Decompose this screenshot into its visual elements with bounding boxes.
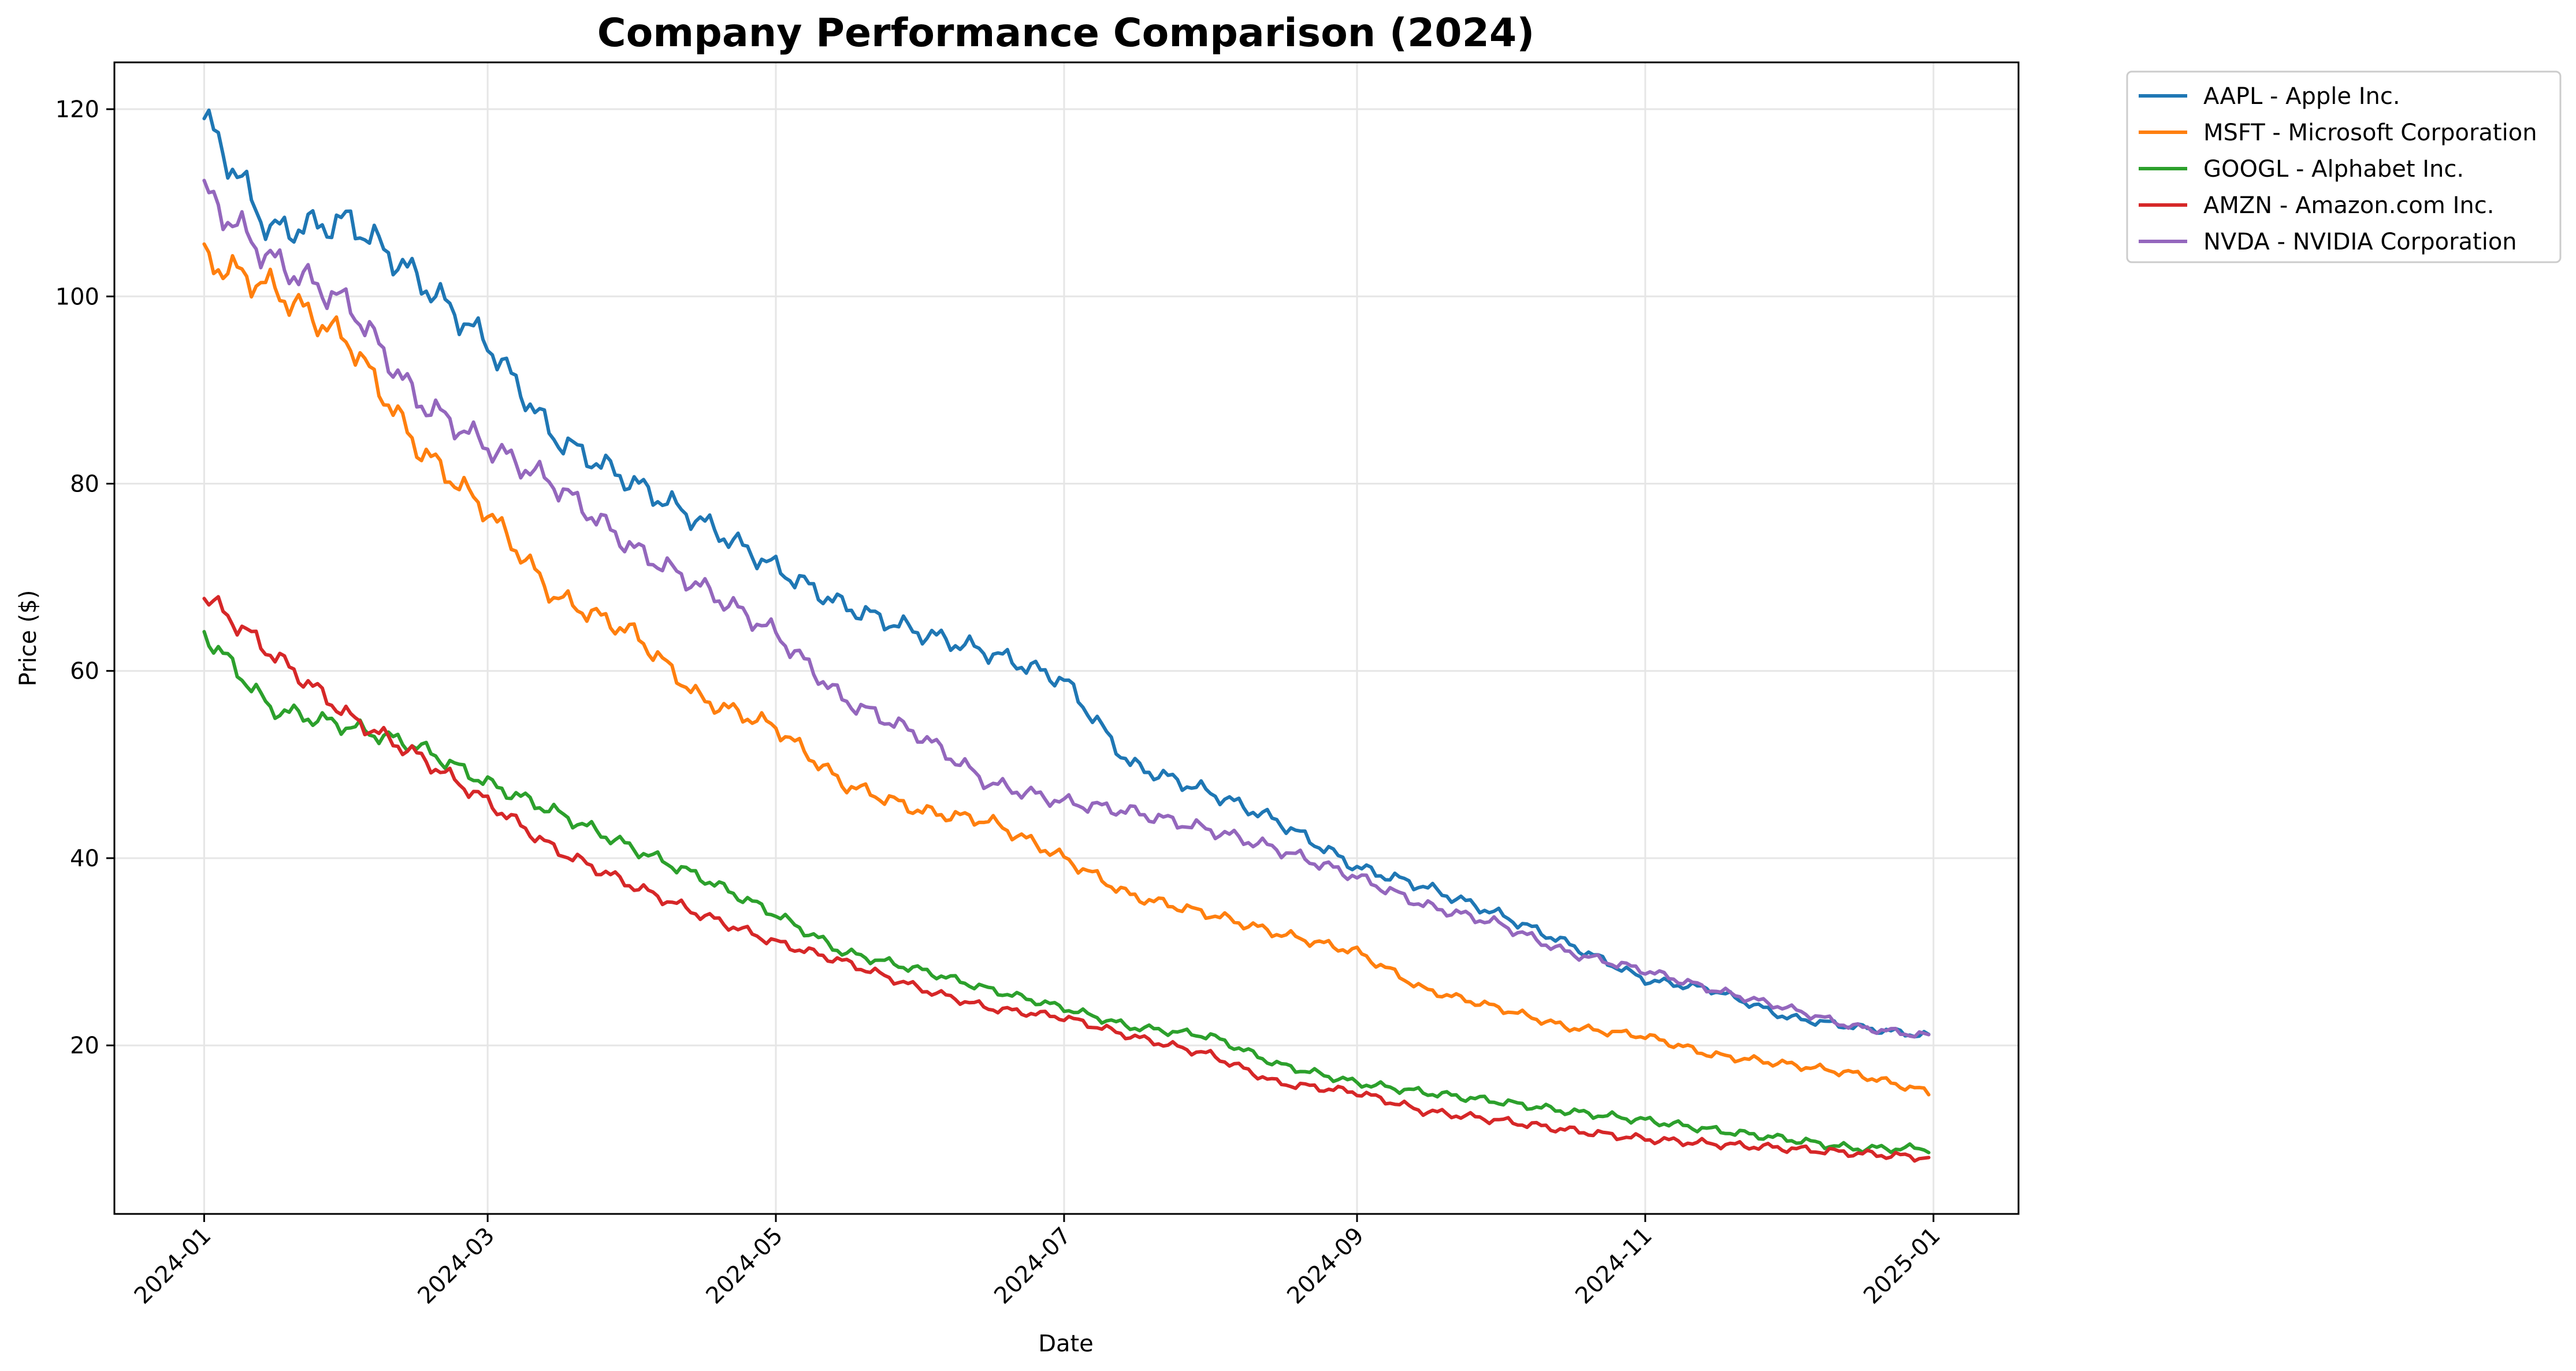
y-tick-label: 40 [70, 845, 99, 872]
series-line [202, 595, 1931, 1163]
y-axis-label: Price ($) [15, 590, 42, 687]
series-line [202, 629, 1931, 1154]
legend-label: GOOGL - Alphabet Inc. [2203, 156, 2464, 182]
x-axis-label: Date [1038, 1331, 1094, 1357]
plot-frame [113, 61, 2020, 1215]
grid [114, 62, 2019, 1214]
legend-label: NVDA - NVIDIA Corporation [2203, 229, 2517, 255]
y-tick-label: 100 [55, 284, 99, 310]
legend-label: AMZN - Amazon.com Inc. [2203, 192, 2494, 219]
legend-items: AAPL - Apple Inc. MSFT - Microsoft Corpor… [2139, 83, 2537, 255]
y-tick-label: 60 [70, 658, 99, 685]
legend-label: MSFT - Microsoft Corporation [2203, 120, 2537, 146]
y-tick-label: 120 [55, 96, 99, 123]
legend: AAPL - Apple Inc. MSFT - Microsoft Corpor… [2126, 70, 2562, 263]
series-line [202, 178, 1931, 1039]
series-lines [202, 108, 1931, 1163]
y-tick-label: 80 [70, 471, 99, 498]
legend-box [2126, 70, 2562, 263]
y-axis-ticks: 20 40 60 80 100 120 [55, 96, 114, 1059]
series-line [202, 108, 1931, 1039]
chart-title: Company Performance Comparison (2024) [597, 10, 1535, 56]
series-line [202, 242, 1931, 1097]
legend-label: AAPL - Apple Inc. [2203, 83, 2400, 110]
y-tick-label: 20 [70, 1033, 99, 1059]
